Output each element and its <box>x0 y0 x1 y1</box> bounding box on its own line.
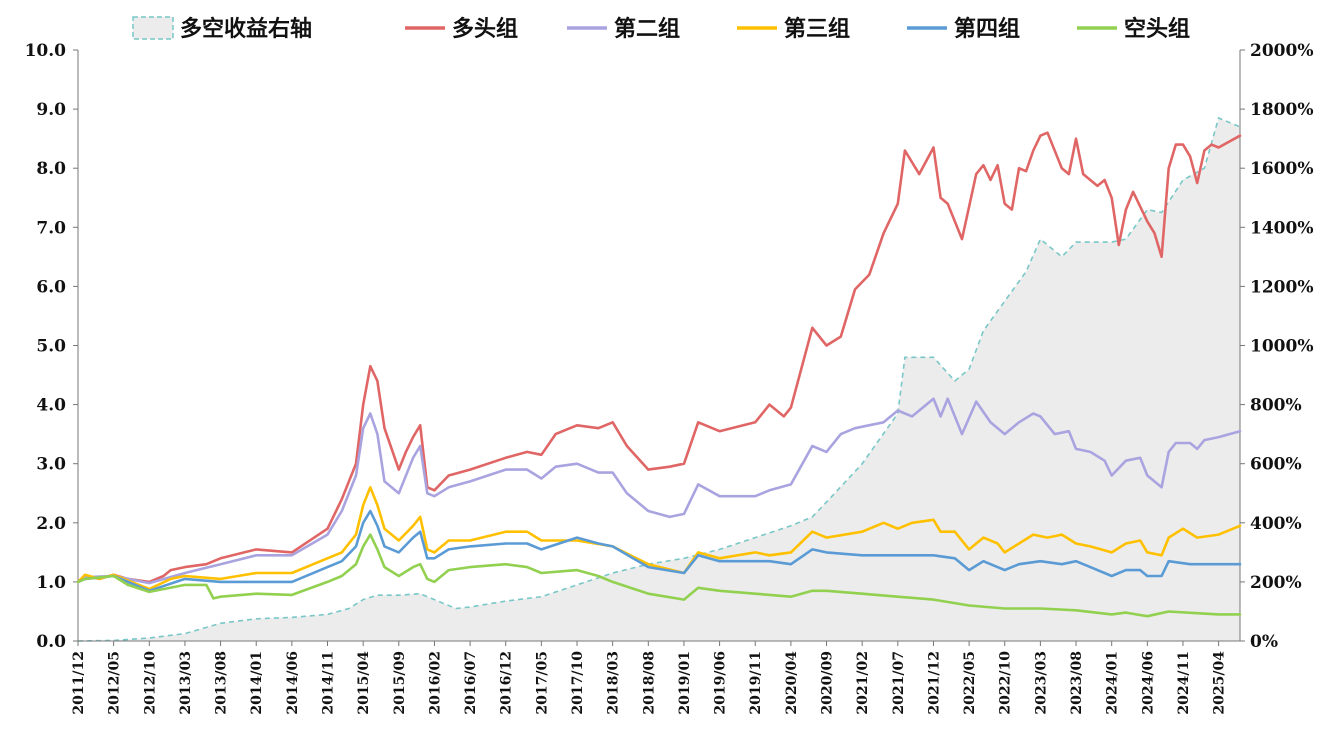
x-tick-label: 2021/02 <box>855 651 871 715</box>
legend-swatch-long-short <box>132 16 174 40</box>
y-left-tick-label: 6.0 <box>36 277 66 297</box>
y-left-tick-label: 2.0 <box>36 514 66 534</box>
x-tick-label: 2019/06 <box>713 651 729 715</box>
x-tick-label: 2021/12 <box>927 651 943 715</box>
y-right-tick-label: 1000% <box>1250 337 1313 357</box>
x-tick-label: 2022/05 <box>962 651 978 715</box>
y-right-tick-label: 1800% <box>1250 100 1313 120</box>
y-left-tick-label: 0.0 <box>36 632 66 652</box>
series-line-short <box>76 533 1242 618</box>
legend-label: 空头组 <box>1124 16 1190 42</box>
x-tick-label: 2017/05 <box>534 651 550 715</box>
legend-label: 多头组 <box>452 16 518 42</box>
x-tick-label: 2015/04 <box>356 651 372 715</box>
y-right-tick-label: 400% <box>1250 514 1302 534</box>
x-tick-label: 2013/03 <box>178 651 194 715</box>
y-right-tick-label: 1600% <box>1250 159 1313 179</box>
x-tick-label: 2014/11 <box>321 651 337 715</box>
y-right-tick-label: 1400% <box>1250 218 1313 238</box>
x-tick-label: 2024/11 <box>1176 651 1192 715</box>
legend-label: 第四组 <box>954 16 1020 42</box>
x-tick-label: 2012/05 <box>107 651 123 715</box>
x-tick-label: 2013/08 <box>214 651 230 715</box>
x-tick-label: 2021/07 <box>891 651 907 715</box>
x-tick-label: 2017/10 <box>570 651 586 715</box>
line-layer <box>76 131 1242 618</box>
x-tick-label: 2016/12 <box>499 651 515 715</box>
y-right-tick-label: 1200% <box>1250 277 1313 297</box>
x-tick-label: 2016/02 <box>427 651 443 715</box>
x-tick-label: 2015/09 <box>392 651 408 715</box>
x-tick-label: 2018/03 <box>606 651 622 715</box>
legend-label: 第三组 <box>784 16 850 42</box>
x-tick-label: 2022/10 <box>998 651 1014 715</box>
y-right-tick-label: 600% <box>1250 455 1302 475</box>
x-tick-label: 2023/03 <box>1033 651 1049 715</box>
x-tick-label: 2023/08 <box>1069 651 1085 715</box>
x-tick-label: 2018/08 <box>641 651 657 715</box>
x-tick-label: 2011/12 <box>71 651 87 715</box>
y-right-tick-label: 800% <box>1250 396 1302 416</box>
x-tick-label: 2014/06 <box>285 651 301 715</box>
legend: 多空收益右轴 多头组 第二组 第三组 第四组 空头组 <box>132 16 1190 42</box>
area-layer <box>77 116 1241 642</box>
series-line-group3 <box>76 486 1242 591</box>
x-tick-label: 2012/10 <box>142 651 158 715</box>
x-tick-label: 2024/01 <box>1105 651 1121 715</box>
y-right-tick-label: 200% <box>1250 573 1302 593</box>
y-left-tick-label: 10.0 <box>25 41 67 61</box>
x-tick-label: 2020/04 <box>784 651 800 715</box>
y-left-tick-label: 7.0 <box>36 218 66 238</box>
x-tick-label: 2016/07 <box>463 651 479 715</box>
y-left-tick-label: 4.0 <box>36 396 66 416</box>
y-left-tick-label: 3.0 <box>36 455 66 475</box>
axis-layer: 0.0 1.0 2.0 3.0 4.0 5.0 6.0 7.0 8.0 9.0 10.0 0% 200%… <box>25 41 1314 715</box>
x-tick-label: 2025/04 <box>1212 651 1228 715</box>
series-line-group4 <box>76 509 1242 593</box>
x-tick-label: 2019/11 <box>748 651 764 715</box>
y-left-tick-label: 5.0 <box>36 337 66 357</box>
x-tick-label: 2014/01 <box>249 651 265 715</box>
y-left-tick-label: 9.0 <box>36 100 66 120</box>
series-line-long-short <box>77 116 1241 642</box>
legend-label: 第二组 <box>614 16 680 42</box>
x-tick-label: 2024/06 <box>1140 651 1156 715</box>
long-short-area <box>78 118 1240 641</box>
x-tick-label: 2020/09 <box>820 651 836 715</box>
x-tick-label: 2019/01 <box>677 651 693 715</box>
y-left-tick-label: 1.0 <box>36 573 66 593</box>
series-line-group2 <box>76 397 1242 585</box>
y-left-tick-label: 8.0 <box>36 159 66 179</box>
y-right-tick-label: 0% <box>1250 632 1278 652</box>
legend-label: 多空收益右轴 <box>180 16 312 42</box>
y-right-tick-label: 2000% <box>1250 41 1313 61</box>
series-line-long <box>76 131 1242 584</box>
